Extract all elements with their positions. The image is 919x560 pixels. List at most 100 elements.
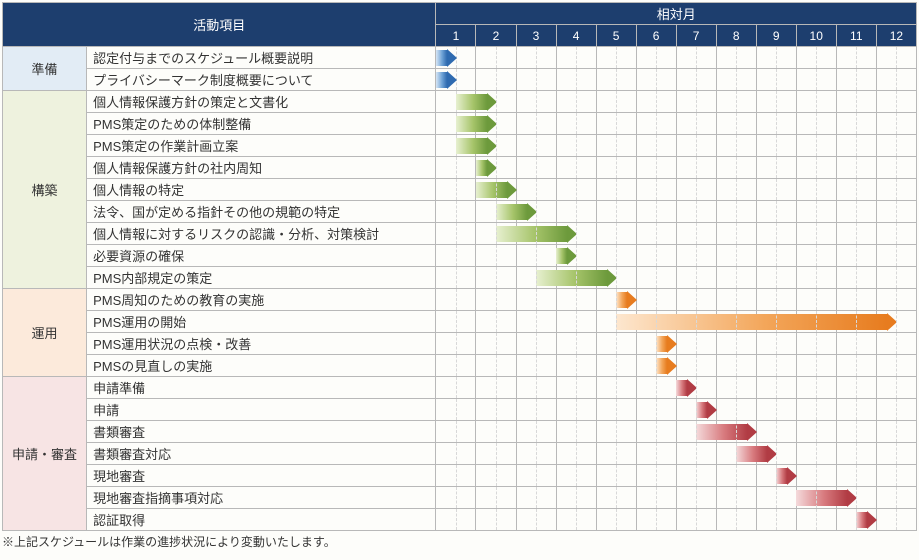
gantt-cell — [836, 487, 876, 509]
gantt-cell — [596, 201, 636, 223]
gantt-cell — [516, 487, 556, 509]
gantt-row: 運用PMS周知のための教育の実施 — [3, 289, 917, 311]
gantt-cell — [716, 223, 756, 245]
gantt-cell — [836, 91, 876, 113]
gantt-cell — [756, 509, 796, 531]
gantt-cell — [476, 377, 516, 399]
gantt-cell — [556, 69, 596, 91]
gantt-cell — [716, 421, 756, 443]
gantt-cell — [836, 245, 876, 267]
gantt-cell — [676, 69, 716, 91]
gantt-cell — [596, 465, 636, 487]
gantt-cell — [796, 487, 836, 509]
task-label: PMS内部規定の策定 — [87, 267, 436, 289]
gantt-cell — [836, 311, 876, 333]
gantt-cell — [476, 311, 516, 333]
task-label: 個人情報保護方針の社内周知 — [87, 157, 436, 179]
gantt-cell — [676, 47, 716, 69]
gantt-cell — [556, 289, 596, 311]
phase-label: 運用 — [3, 289, 87, 377]
gantt-cell — [796, 421, 836, 443]
gantt-cell — [556, 179, 596, 201]
gantt-cell — [676, 443, 716, 465]
gantt-cell — [516, 399, 556, 421]
gantt-cell — [796, 289, 836, 311]
gantt-cell — [436, 399, 476, 421]
gantt-cell — [556, 135, 596, 157]
gantt-cell — [436, 47, 476, 69]
gantt-cell — [516, 245, 556, 267]
gantt-cell — [676, 113, 716, 135]
gantt-row: 個人情報保護方針の社内周知 — [3, 157, 917, 179]
gantt-cell — [556, 487, 596, 509]
gantt-cell — [716, 399, 756, 421]
gantt-cell — [876, 113, 916, 135]
phase-label: 準備 — [3, 47, 87, 91]
gantt-cell — [516, 69, 556, 91]
task-label: PMS策定の作業計画立案 — [87, 135, 436, 157]
gantt-cell — [716, 47, 756, 69]
gantt-cell — [596, 267, 636, 289]
gantt-cell — [516, 421, 556, 443]
gantt-cell — [676, 135, 716, 157]
gantt-cell — [876, 421, 916, 443]
gantt-cell — [436, 91, 476, 113]
gantt-cell — [876, 443, 916, 465]
gantt-cell — [596, 311, 636, 333]
gantt-cell — [756, 311, 796, 333]
gantt-cell — [556, 91, 596, 113]
gantt-table: 活動項目 相対月 123456789101112 準備認定付与までのスケジュール… — [2, 2, 917, 531]
gantt-cell — [436, 69, 476, 91]
header-activity: 活動項目 — [3, 3, 436, 47]
header-month-9: 9 — [756, 25, 796, 47]
gantt-cell — [596, 113, 636, 135]
gantt-cell — [796, 509, 836, 531]
gantt-cell — [476, 487, 516, 509]
header-month-6: 6 — [636, 25, 676, 47]
gantt-cell — [876, 333, 916, 355]
gantt-cell — [676, 267, 716, 289]
gantt-cell — [516, 509, 556, 531]
gantt-cell — [476, 135, 516, 157]
gantt-cell — [676, 421, 716, 443]
gantt-cell — [636, 311, 676, 333]
gantt-cell — [516, 135, 556, 157]
gantt-cell — [716, 289, 756, 311]
gantt-cell — [476, 465, 516, 487]
header-month-8: 8 — [716, 25, 756, 47]
gantt-cell — [836, 399, 876, 421]
gantt-cell — [876, 245, 916, 267]
gantt-bar — [436, 72, 456, 88]
gantt-cell — [876, 157, 916, 179]
gantt-cell — [796, 113, 836, 135]
gantt-cell — [796, 91, 836, 113]
gantt-cell — [876, 377, 916, 399]
gantt-cell — [556, 245, 596, 267]
gantt-cell — [756, 421, 796, 443]
gantt-cell — [756, 179, 796, 201]
gantt-cell — [556, 333, 596, 355]
gantt-cell — [796, 69, 836, 91]
task-label: PMS運用状況の点検・改善 — [87, 333, 436, 355]
gantt-cell — [636, 289, 676, 311]
task-label: 個人情報に対するリスクの認識・分析、対策検討 — [87, 223, 436, 245]
gantt-cell — [796, 311, 836, 333]
gantt-cell — [876, 289, 916, 311]
gantt-cell — [796, 443, 836, 465]
gantt-row: プライバシーマーク制度概要について — [3, 69, 917, 91]
gantt-row: 申請 — [3, 399, 917, 421]
gantt-cell — [876, 311, 916, 333]
gantt-row: 準備認定付与までのスケジュール概要説明 — [3, 47, 917, 69]
gantt-cell — [756, 157, 796, 179]
gantt-cell — [836, 443, 876, 465]
gantt-cell — [516, 289, 556, 311]
gantt-cell — [476, 157, 516, 179]
gantt-cell — [796, 135, 836, 157]
header-month-10: 10 — [796, 25, 836, 47]
task-label: PMS策定のための体制整備 — [87, 113, 436, 135]
gantt-cell — [556, 113, 596, 135]
gantt-cell — [716, 487, 756, 509]
header-month-11: 11 — [836, 25, 876, 47]
gantt-cell — [876, 509, 916, 531]
gantt-cell — [476, 421, 516, 443]
